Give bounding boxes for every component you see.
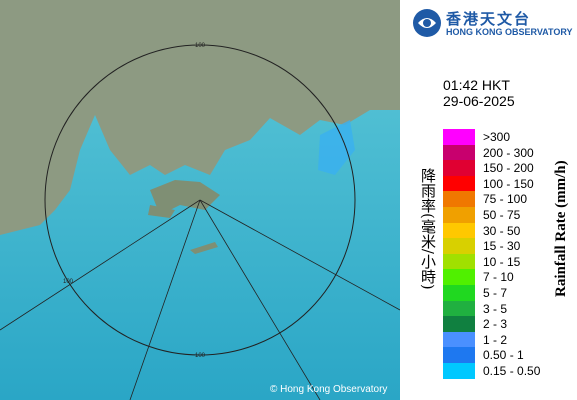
legend-label: 50 - 75 [483, 208, 521, 222]
legend-swatch [443, 316, 475, 333]
legend-label: 2 - 3 [483, 317, 508, 332]
logo-icon [413, 9, 441, 37]
legend-item: 0.50 - 1 [443, 347, 577, 364]
legend-swatch [443, 238, 475, 255]
legend-item: 1 - 2 [443, 331, 577, 348]
legend-label: 30 - 50 [483, 223, 521, 238]
legend-item: 150 - 200 [443, 160, 577, 177]
legend-swatch [443, 331, 475, 348]
legend-swatch [443, 300, 475, 317]
logo-chinese: 香港天文台 [446, 11, 532, 28]
legend-label: 75 - 100 [483, 192, 528, 207]
ring-label: 100 [195, 353, 206, 359]
legend-label: 0.15 - 0.50 [483, 364, 541, 378]
legend-item: 100 - 150 [443, 175, 577, 192]
legend-item: 0.15 - 0.50 [443, 363, 577, 379]
legend-item: 10 - 15 [443, 253, 577, 270]
legend-swatch [443, 269, 475, 286]
legend-item: 5 - 7 [443, 285, 577, 301]
radar-map: 100 100 100 [0, 0, 400, 400]
legend-swatch [443, 253, 475, 270]
legend-label: 150 - 200 [483, 161, 534, 176]
legend-item: 200 - 300 [443, 144, 577, 161]
legend-swatch [443, 347, 475, 364]
legend-label: 200 - 300 [483, 145, 534, 160]
legend-label: 10 - 15 [483, 254, 521, 269]
ring-label: 100 [195, 43, 206, 49]
legend-label: 100 - 150 [483, 176, 534, 191]
legend-swatch [443, 207, 475, 223]
legend-swatch [443, 363, 475, 379]
legend-label: 7 - 10 [483, 270, 514, 285]
legend-item: 2 - 3 [443, 316, 577, 333]
legend-label: 1 - 2 [483, 332, 508, 347]
date: 29-06-2025 [443, 93, 515, 109]
legend-swatch [443, 160, 475, 177]
legend-swatch [443, 191, 475, 208]
legend-item: 3 - 5 [443, 300, 577, 317]
logo-english: HONG KONG OBSERVATORY [446, 27, 573, 37]
legend-swatch [443, 129, 475, 145]
legend-item: 50 - 75 [443, 207, 577, 223]
legend-label: >300 [483, 130, 511, 144]
legend-item: 7 - 10 [443, 269, 577, 286]
legend-label: 0.50 - 1 [483, 348, 524, 363]
legend-item: 75 - 100 [443, 191, 577, 208]
legend-swatch [443, 222, 475, 239]
legend-item: >300 [443, 129, 577, 145]
legend-label: 5 - 7 [483, 286, 508, 300]
legend-swatch [443, 144, 475, 161]
legend-label: 3 - 5 [483, 301, 508, 316]
legend-title-zh: 降雨率(毫米/小時) [419, 168, 437, 290]
copyright: © Hong Kong Observatory [270, 384, 388, 395]
legend-label: 15 - 30 [483, 239, 521, 254]
ring-label: 100 [63, 279, 74, 285]
time: 01:42 HKT [443, 77, 510, 93]
legend-item: 30 - 50 [443, 222, 577, 239]
legend-swatch [443, 175, 475, 192]
legend-swatch [443, 285, 475, 301]
legend-item: 15 - 30 [443, 238, 577, 255]
